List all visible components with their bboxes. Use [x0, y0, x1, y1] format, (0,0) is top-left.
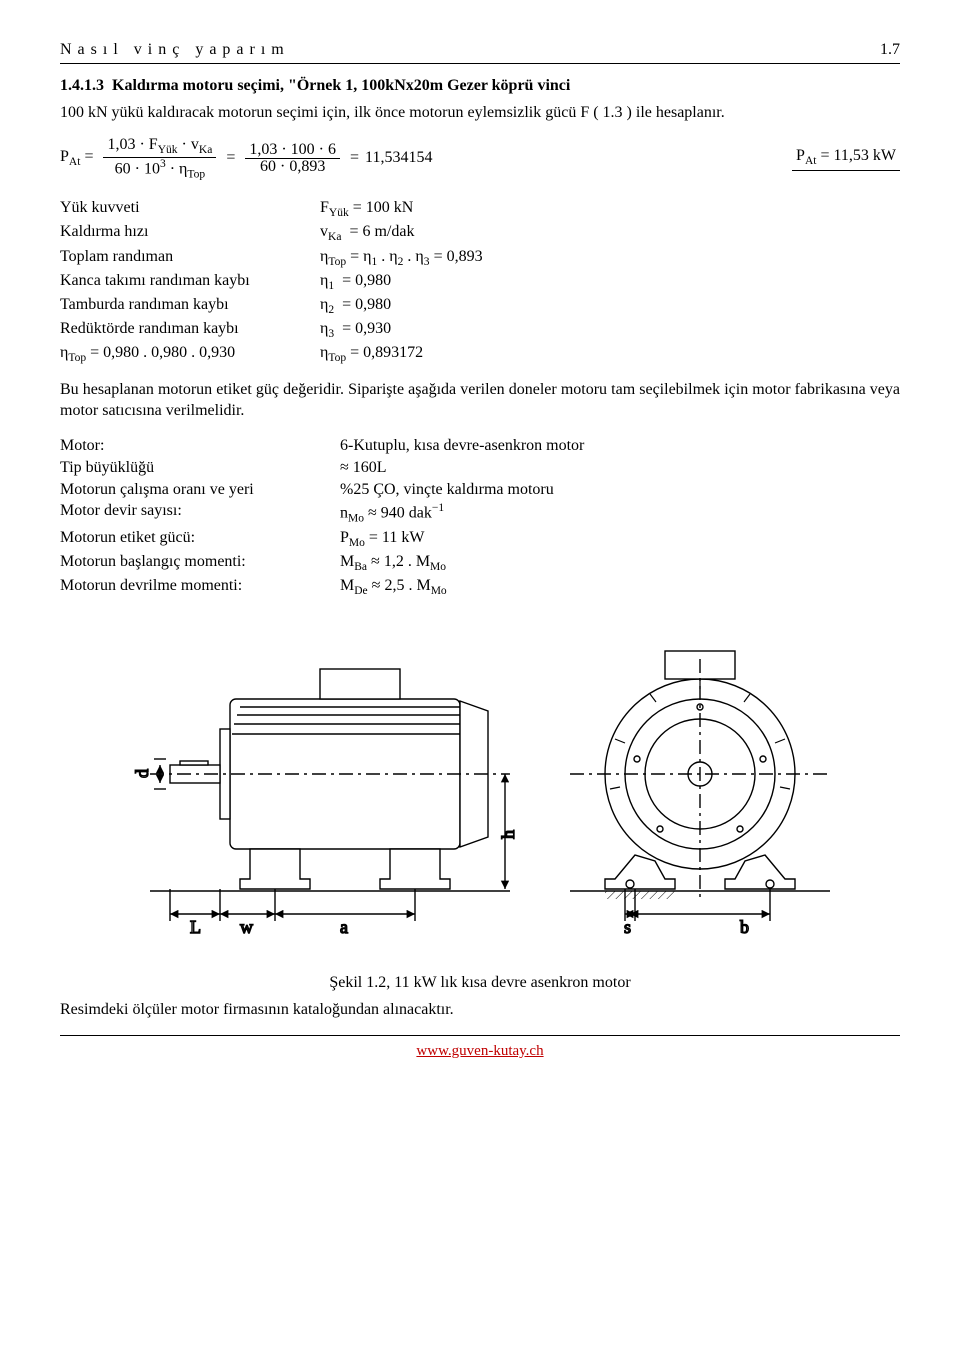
header-page-number: 1.7 — [880, 40, 900, 61]
def-value: MBa ≈ 1,2 . MMo — [340, 552, 446, 575]
bottom-rule — [60, 1035, 900, 1036]
def-value: MDe ≈ 2,5 . MMo — [340, 576, 447, 599]
header-title: Nasıl vinç yaparım — [60, 40, 290, 61]
def-label: Toplam randıman — [60, 247, 320, 270]
motor-svg: d h L w a — [110, 629, 850, 959]
section-heading: 1.4.1.3 Kaldırma motoru seçimi, "Örnek 1… — [60, 76, 900, 97]
def-label: Motor devir sayısı: — [60, 501, 340, 526]
frac2-den: 60 · 0,893 — [256, 159, 329, 176]
def-value: ≈ 160L — [340, 458, 387, 479]
equals-1: = — [226, 148, 235, 169]
def-label: Motorun başlangıç momenti: — [60, 552, 340, 575]
def-label: ηTop = 0,980 . 0,980 . 0,930 — [60, 343, 320, 366]
motor-front-view: s b — [570, 651, 830, 937]
frac1-den: 60 · 103 · ηTop — [111, 158, 210, 181]
def-label: Motor: — [60, 436, 340, 457]
dim-h: h — [498, 830, 518, 839]
def-value: η2 = 0,980 — [320, 295, 391, 318]
def-label: Motorun etiket gücü: — [60, 528, 340, 551]
frac2-num: 1,03 · 100 · 6 — [245, 142, 340, 160]
def-label: Kaldırma hızı — [60, 222, 320, 245]
dim-a: a — [340, 917, 348, 937]
equals-2: = — [350, 148, 359, 169]
section-title-text: Kaldırma motoru seçimi, "Örnek 1, 100kNx… — [112, 77, 570, 94]
equation-frac2: 1,03 · 100 · 6 60 · 0,893 — [245, 142, 340, 177]
equation-row: PAt = 1,03 · FYük · vKa 60 · 103 · ηTop … — [60, 137, 900, 180]
dim-s: s — [624, 917, 631, 937]
equation-lhs: PAt = — [60, 147, 93, 170]
motor-side-view: d h L w a — [132, 669, 518, 937]
def-value: ηTop = 0,893172 — [320, 343, 423, 366]
def-label: Motorun çalışma oranı ve yeri — [60, 480, 340, 501]
def-label: Yük kuvveti — [60, 198, 320, 221]
def-label: Tip büyüklüğü — [60, 458, 340, 479]
def-label: Motorun devrilme momenti: — [60, 576, 340, 599]
def-label: Tamburda randıman kaybı — [60, 295, 320, 318]
dim-L: L — [190, 917, 201, 937]
definitions-1: Yük kuvvetiFYük = 100 kN Kaldırma hızıvK… — [60, 198, 900, 366]
dim-w: w — [240, 917, 253, 937]
frac1-num: 1,03 · FYük · vKa — [103, 137, 216, 157]
def-label: Redüktörde randıman kaybı — [60, 319, 320, 342]
def-value: %25 ÇO, vinçte kaldırma motoru — [340, 480, 554, 501]
def-value: vKa = 6 m/dak — [320, 222, 414, 245]
mid-paragraph: Bu hesaplanan motorun etiket güç değerid… — [60, 380, 900, 422]
page-header: Nasıl vinç yaparım 1.7 — [60, 40, 900, 64]
equation-frac1: 1,03 · FYük · vKa 60 · 103 · ηTop — [103, 137, 216, 180]
equation-value: 11,534154 — [365, 148, 432, 169]
def-value: PMo = 11 kW — [340, 528, 424, 551]
equation-left: PAt = 1,03 · FYük · vKa 60 · 103 · ηTop … — [60, 137, 432, 180]
equation-result: PAt = 11,53 kW — [792, 146, 900, 171]
def-value: nMo ≈ 940 dak−1 — [340, 501, 444, 526]
figure-motor-drawing: d h L w a — [60, 629, 900, 959]
def-value: η3 = 0,930 — [320, 319, 391, 342]
def-value: ηTop = η1 . η2 . η3 = 0,893 — [320, 247, 483, 270]
def-value: η1 = 0,980 — [320, 271, 391, 294]
def-label: Kanca takımı randıman kaybı — [60, 271, 320, 294]
definitions-2: Motor:6-Kutuplu, kısa devre-asenkron mot… — [60, 436, 900, 599]
site-link[interactable]: www.guven-kutay.ch — [60, 1042, 900, 1062]
footer-note: Resimdeki ölçüler motor firmasının katal… — [60, 1000, 900, 1021]
def-value: FYük = 100 kN — [320, 198, 413, 221]
section-number: 1.4.1.3 — [60, 77, 104, 94]
dim-b: b — [740, 917, 749, 937]
figure-caption: Şekil 1.2, 11 kW lık kısa devre asenkron… — [60, 973, 900, 994]
dim-d: d — [132, 769, 152, 778]
def-value: 6-Kutuplu, kısa devre-asenkron motor — [340, 436, 584, 457]
intro-paragraph: 100 kN yükü kaldıracak motorun seçimi iç… — [60, 103, 900, 124]
